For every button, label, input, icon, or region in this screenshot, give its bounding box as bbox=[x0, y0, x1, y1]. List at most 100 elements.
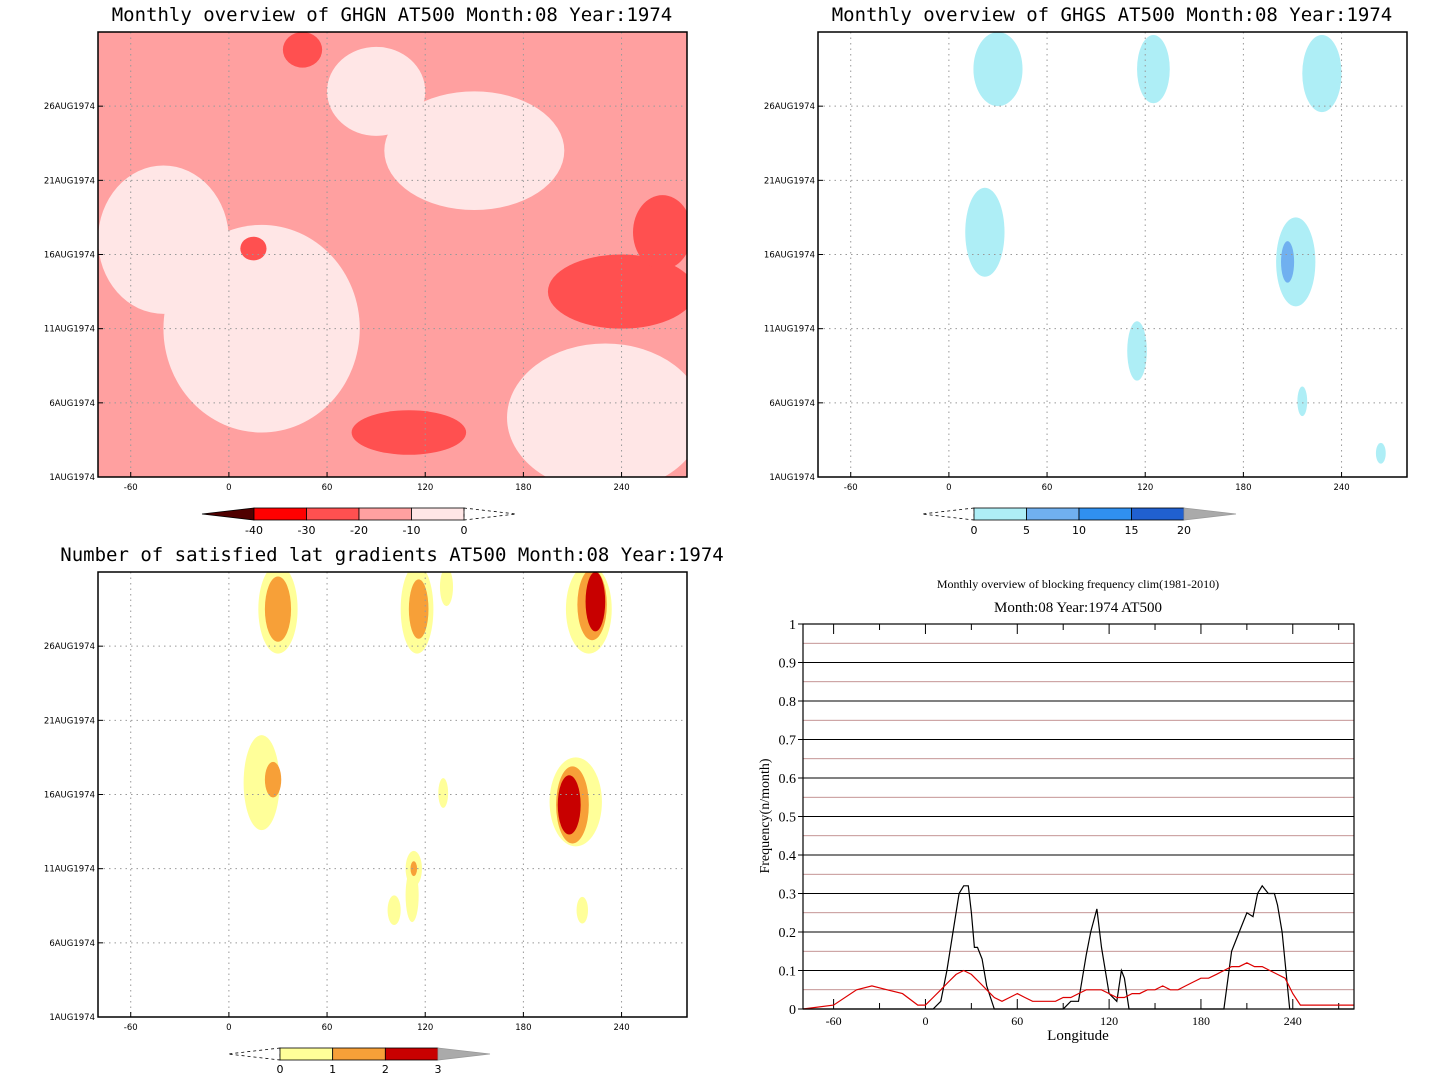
ghgs-xtick-label-5: 240 bbox=[1333, 483, 1349, 493]
ghgs-ytick-label-2: 11AUG1974 bbox=[764, 325, 815, 335]
ghgn-xtick-label-5: 240 bbox=[613, 483, 629, 493]
latgrad-contour-region-16 bbox=[387, 895, 401, 926]
ghgs-colorbar-label-2: 10 bbox=[1072, 524, 1086, 537]
ghgs-contour-region-2 bbox=[1302, 34, 1342, 113]
latgrad-contour-region-10 bbox=[438, 778, 449, 808]
ghgs-ytick-label-4: 21AUG1974 bbox=[764, 176, 815, 186]
freq-ytick-label-8: 0.8 bbox=[779, 695, 797, 710]
ghgn-colorbar-label-1: -30 bbox=[298, 524, 316, 537]
ghgn-ytick-label-1: 6AUG1974 bbox=[49, 399, 95, 409]
latgrad-contour-region-1 bbox=[264, 576, 292, 642]
latgrad-colorbar-label-0: 0 bbox=[277, 1063, 284, 1076]
freq-title: Monthly overview of blocking frequency c… bbox=[937, 577, 1219, 591]
ghgn-ytick-label-4: 21AUG1974 bbox=[44, 176, 95, 186]
ghgn-colorbar-right-arrow bbox=[463, 507, 517, 521]
freq-ytick-label-4: 0.4 bbox=[779, 849, 797, 864]
latgrad-contour-region-17 bbox=[576, 896, 589, 924]
ghgs-xtick-label-0: -60 bbox=[844, 483, 858, 493]
freq-xtick-label-0: -60 bbox=[826, 1014, 842, 1028]
latgrad-ytick-label-4: 21AUG1974 bbox=[44, 716, 95, 726]
freq-ytick-label-1: 0.1 bbox=[779, 965, 797, 980]
freq-ytick-label-7: 0.7 bbox=[779, 734, 797, 749]
ghgs-contour-region-4 bbox=[1127, 321, 1147, 381]
ghgs-xtick-label-1: 0 bbox=[946, 483, 951, 493]
latgrad-xtick-label-4: 180 bbox=[515, 1023, 531, 1033]
latgrad-contour-region-8 bbox=[243, 735, 280, 831]
ghgn-xtick-label-0: -60 bbox=[124, 483, 138, 493]
ghgn-xtick-label-3: 120 bbox=[417, 483, 433, 493]
ghgn-frame bbox=[97, 31, 688, 478]
ghgn-contour-region-6 bbox=[351, 410, 467, 455]
latgrad-contour-region-15 bbox=[405, 868, 419, 923]
ghgs-xtick-label-3: 120 bbox=[1137, 483, 1153, 493]
ghgn-contour-region-5 bbox=[282, 32, 323, 68]
ghgs-ytick-label-1: 6AUG1974 bbox=[769, 399, 815, 409]
ghgn-colorbar-label-2: -20 bbox=[350, 524, 368, 537]
ghgn-xtick-label-2: 60 bbox=[322, 483, 333, 493]
freq-frame bbox=[802, 623, 1355, 1010]
ghgn-colorbar-swatch-1 bbox=[306, 507, 360, 521]
ghgn-contour-region-3 bbox=[507, 343, 687, 477]
ghgn-contour-region-9 bbox=[240, 236, 267, 261]
freq-ytick-label-3: 0.3 bbox=[779, 888, 797, 903]
latgrad-ytick-label-1: 6AUG1974 bbox=[49, 939, 95, 949]
latgrad-xtick-label-5: 240 bbox=[613, 1023, 629, 1033]
latgrad-contour-region-4 bbox=[439, 572, 454, 607]
ghgn-colorbar-swatch-0 bbox=[253, 507, 307, 521]
latgrad-contour-region-7 bbox=[585, 572, 606, 632]
latgrad-colorbar-swatch-1 bbox=[332, 1047, 386, 1061]
ghgs-ytick-label-5: 26AUG1974 bbox=[764, 102, 815, 112]
ghgn-contour-region-1 bbox=[163, 224, 360, 433]
ghgs-title: Monthly overview of GHGS AT500 Month:08 … bbox=[832, 4, 1393, 26]
freq-ytick-label-0: 0 bbox=[789, 1003, 796, 1018]
ghgs-colorbar-label-0: 0 bbox=[971, 524, 978, 537]
ghgs-contour-region-8 bbox=[1281, 241, 1295, 283]
ghgs-contour-region-0 bbox=[973, 32, 1023, 107]
ghgn-colorbar-swatch-2 bbox=[358, 507, 412, 521]
ghgn-colorbar-swatch-3 bbox=[411, 507, 465, 521]
freq-ylabel: Frequency(n/month) bbox=[758, 758, 773, 873]
latgrad-contour-region-3 bbox=[408, 579, 429, 639]
ghgs-colorbar-swatch-3 bbox=[1131, 507, 1185, 521]
freq-ytick-label-2: 0.2 bbox=[779, 926, 797, 941]
ghgn-contour-region-7 bbox=[547, 254, 687, 329]
freq-ytick-label-6: 0.6 bbox=[779, 772, 797, 787]
freq-series-line-1 bbox=[802, 962, 1354, 1010]
ghgs-colorbar-swatch-0 bbox=[973, 507, 1027, 521]
ghgs-frame bbox=[817, 31, 1408, 478]
ghgs-xtick-label-4: 180 bbox=[1235, 483, 1251, 493]
ghgn-ytick-label-5: 26AUG1974 bbox=[44, 102, 95, 112]
latgrad-xtick-label-1: 0 bbox=[226, 1023, 231, 1033]
ghgs-colorbar-label-1: 5 bbox=[1023, 524, 1030, 537]
ghgs-contour-region-5 bbox=[1276, 217, 1316, 307]
freq-xtick-label-1: 0 bbox=[922, 1014, 928, 1028]
ghgs-colorbar-label-3: 15 bbox=[1125, 524, 1139, 537]
ghgn-ytick-label-3: 16AUG1974 bbox=[44, 251, 95, 261]
latgrad-ytick-label-2: 11AUG1974 bbox=[44, 865, 95, 875]
latgrad-colorbar-right-arrow bbox=[437, 1047, 491, 1061]
ghgn-xtick-label-4: 180 bbox=[515, 483, 531, 493]
freq-xtick-label-5: 240 bbox=[1284, 1014, 1302, 1028]
latgrad-contour-region-18 bbox=[410, 861, 418, 877]
ghgs-colorbar-right-arrow bbox=[1183, 507, 1237, 521]
latgrad-ytick-label-5: 26AUG1974 bbox=[44, 642, 95, 652]
freq-panel: 0 0.1 0.2 0.3 0.4 0.5 0.6 0.7 0.8 0.9 1 -60 0 60 120 18… bbox=[779, 618, 1355, 1028]
ghgn-panel: -60 0 60 120 180 240 1AUG1974 6AUG1974 11AUG1974… bbox=[44, 31, 688, 537]
ghgn-colorbar-left-arrow bbox=[201, 507, 255, 521]
latgrad-title: Number of satisfied lat gradients AT500 … bbox=[60, 544, 723, 566]
latgrad-xtick-label-0: -60 bbox=[124, 1023, 138, 1033]
latgrad-contour-region-13 bbox=[557, 775, 581, 835]
ghgs-colorbar-label-4: 20 bbox=[1177, 524, 1191, 537]
latgrad-colorbar-label-1: 1 bbox=[329, 1063, 336, 1076]
latgrad-frame bbox=[97, 571, 688, 1018]
ghgs-contour-region-7 bbox=[1375, 442, 1386, 464]
ghgn-contour-region-4 bbox=[327, 46, 426, 136]
latgrad-colorbar-swatch-0 bbox=[279, 1047, 334, 1061]
freq-xtick-label-2: 60 bbox=[1011, 1014, 1023, 1028]
ghgn-ytick-label-0: 1AUG1974 bbox=[49, 473, 95, 483]
freq-subtitle: Month:08 Year:1974 AT500 bbox=[994, 600, 1162, 616]
latgrad-xtick-label-2: 60 bbox=[322, 1023, 333, 1033]
ghgs-contour-region-3 bbox=[965, 187, 1005, 277]
latgrad-contour-region-9 bbox=[264, 761, 282, 798]
